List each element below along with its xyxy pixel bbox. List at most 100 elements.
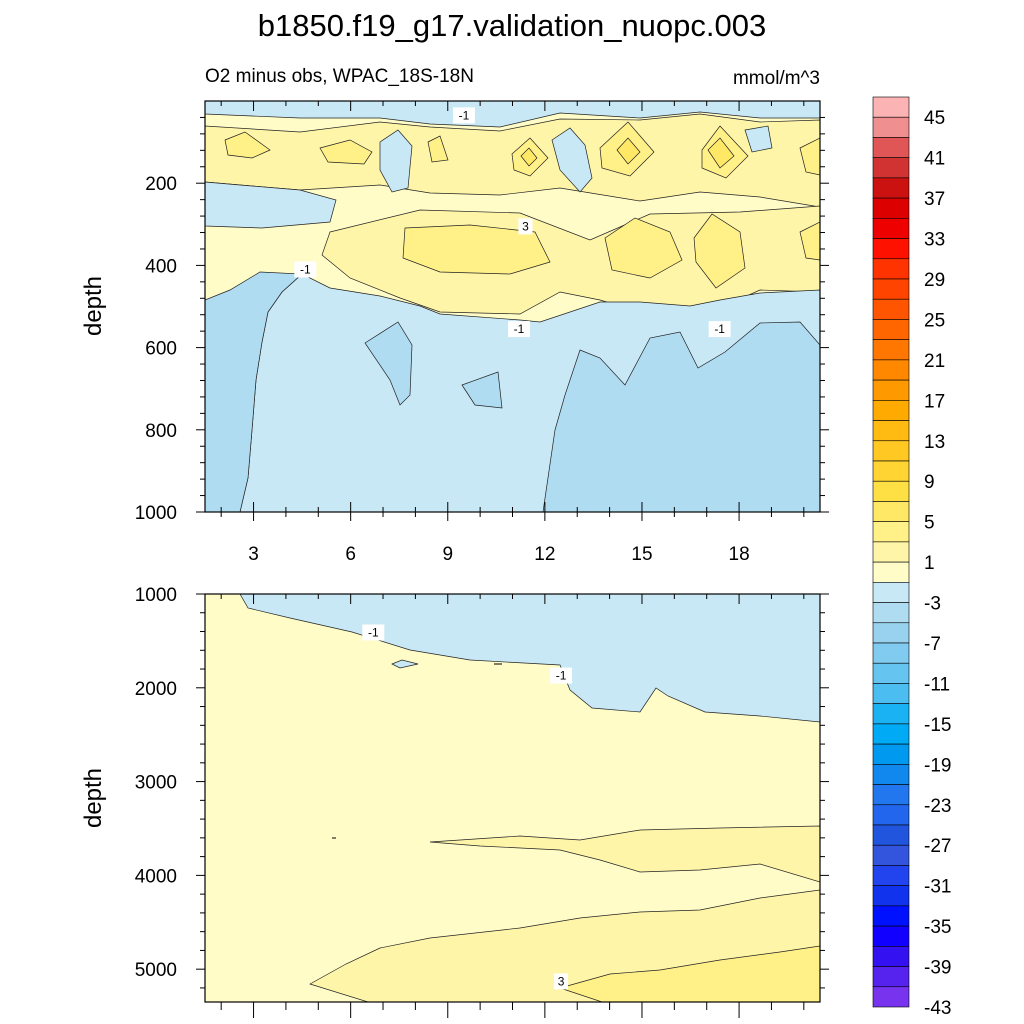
- x-tick-label: 15: [631, 544, 652, 565]
- colorbar: 45 41 37 33 29 25 21 17 13 9 5 1 -3 -7 -11 -15 -19 -23 -27…: [872, 96, 951, 1019]
- y-tick-label: 400: [145, 256, 177, 277]
- colorbar-swatch: [872, 258, 910, 280]
- field-band-pos5: [558, 945, 820, 1002]
- colorbar-swatch: [872, 278, 910, 300]
- colorbar-swatch: [872, 946, 910, 967]
- field-band-neg1: [744, 125, 773, 153]
- colorbar-label: -43: [924, 998, 951, 1019]
- lower-contour-labels: -1 -1 3: [362, 624, 573, 990]
- contour-label: -1: [300, 263, 311, 277]
- colorbar-swatch: [872, 703, 910, 725]
- contour-label: -1: [459, 108, 470, 122]
- colorbar-swatch: [872, 642, 910, 664]
- y-tick-label: 600: [145, 339, 177, 360]
- contour-label-box: [518, 218, 533, 235]
- colorbar-swatch: [872, 541, 910, 563]
- field-band-neg3: [205, 271, 303, 512]
- colorbar-label: -15: [924, 715, 951, 736]
- y-tick-label: 1000: [135, 585, 177, 606]
- colorbar-label: 9: [924, 472, 935, 493]
- contour-label-box: [554, 973, 569, 990]
- colorbar-label: -31: [924, 877, 951, 898]
- colorbar-label: -11: [924, 674, 950, 695]
- subtitle-variable: O2 minus obs, WPAC_18S-18N: [205, 66, 474, 87]
- colorbar-swatch: [872, 359, 910, 381]
- contour-label-box: [507, 321, 530, 338]
- field-band-neg1: [379, 129, 413, 193]
- colorbar-swatch: [872, 986, 910, 1008]
- colorbar-label: 25: [924, 310, 945, 331]
- colorbar-swatch: [872, 440, 910, 462]
- colorbar-swatch: [872, 743, 910, 765]
- colorbar-swatch: [872, 339, 910, 361]
- field-band-neg3: [542, 321, 820, 512]
- field-band-pos7: [616, 137, 641, 165]
- colorbar-label: 37: [924, 189, 945, 210]
- colorbar-label: 1: [924, 553, 935, 574]
- colorbar-swatch: [872, 197, 910, 219]
- colorbar-label: 17: [924, 391, 945, 412]
- field-band-pos5: [402, 224, 551, 275]
- y-tick-label: 4000: [135, 866, 177, 887]
- colorbar-swatch: [872, 521, 910, 543]
- colorbar-label: 5: [924, 513, 935, 534]
- field-band-pos5: [319, 139, 373, 165]
- field-band-pos5: [799, 137, 820, 176]
- colorbar-swatch: [872, 622, 910, 644]
- field-band-neg3: [461, 371, 503, 409]
- colorbar-swatch: [872, 157, 910, 179]
- y-tick-label: 800: [145, 421, 177, 442]
- colorbar-swatch: [872, 844, 910, 866]
- colorbar-label: -23: [924, 796, 951, 817]
- x-tick-label: 3: [248, 544, 259, 565]
- x-tick-label: 9: [442, 544, 453, 565]
- colorbar-label: 21: [924, 351, 945, 372]
- lower-contour-field: [205, 594, 820, 1002]
- contour-label: -1: [556, 669, 567, 683]
- colorbar-swatch: [872, 764, 910, 785]
- colorbar-label: 45: [924, 108, 945, 129]
- colorbar-swatch: [872, 662, 910, 684]
- colorbar-swatch: [872, 319, 910, 340]
- colorbar-swatch: [872, 238, 910, 260]
- colorbar-swatch: [872, 137, 910, 158]
- colorbar-swatch: [872, 116, 910, 138]
- contour-label: -1: [368, 625, 379, 639]
- colorbar-label: -19: [924, 755, 951, 776]
- main-title: b1850.f19_g17.validation_nuopc.003: [258, 8, 767, 43]
- field-band-neg1: [551, 127, 593, 193]
- contour-label-box: [452, 107, 475, 124]
- field-band-neg3: [364, 321, 413, 406]
- colorbar-label: 41: [924, 149, 945, 170]
- y-tick-label: 200: [145, 174, 177, 195]
- colorbar-swatch: [872, 865, 910, 886]
- upper-y-axis: 200 400 600 800 1000: [135, 116, 829, 524]
- colorbar-swatch: [872, 177, 910, 199]
- field-band-pos5: [604, 217, 683, 279]
- colorbar-swatch: [872, 480, 910, 502]
- colorbar-swatch: [872, 905, 910, 927]
- colorbar-swatch: [872, 683, 910, 704]
- field-band-pos5: [427, 135, 449, 163]
- colorbar-swatch: [872, 804, 910, 826]
- x-tick-label: 12: [534, 544, 555, 565]
- y-tick-label: 2000: [135, 679, 177, 700]
- field-band-pos5: [693, 213, 746, 289]
- colorbar-label: 29: [924, 270, 945, 291]
- colorbar-label: -39: [924, 958, 951, 979]
- colorbar-swatch: [872, 218, 910, 239]
- x-tick-label: 18: [729, 544, 750, 565]
- colorbar-swatch: [872, 723, 910, 745]
- colorbar-swatch: [872, 96, 910, 118]
- lower-x-axis: [220, 594, 805, 1018]
- contour-label: -1: [714, 322, 725, 336]
- colorbar-swatch: [872, 298, 910, 320]
- colorbar-swatch: [872, 885, 910, 907]
- lower-y-axis-title: depth: [80, 768, 107, 828]
- colorbar-label: -27: [924, 836, 951, 857]
- contour-label: 3: [558, 974, 565, 988]
- colorbar-label: -35: [924, 917, 951, 938]
- field-band-pos7: [707, 137, 735, 169]
